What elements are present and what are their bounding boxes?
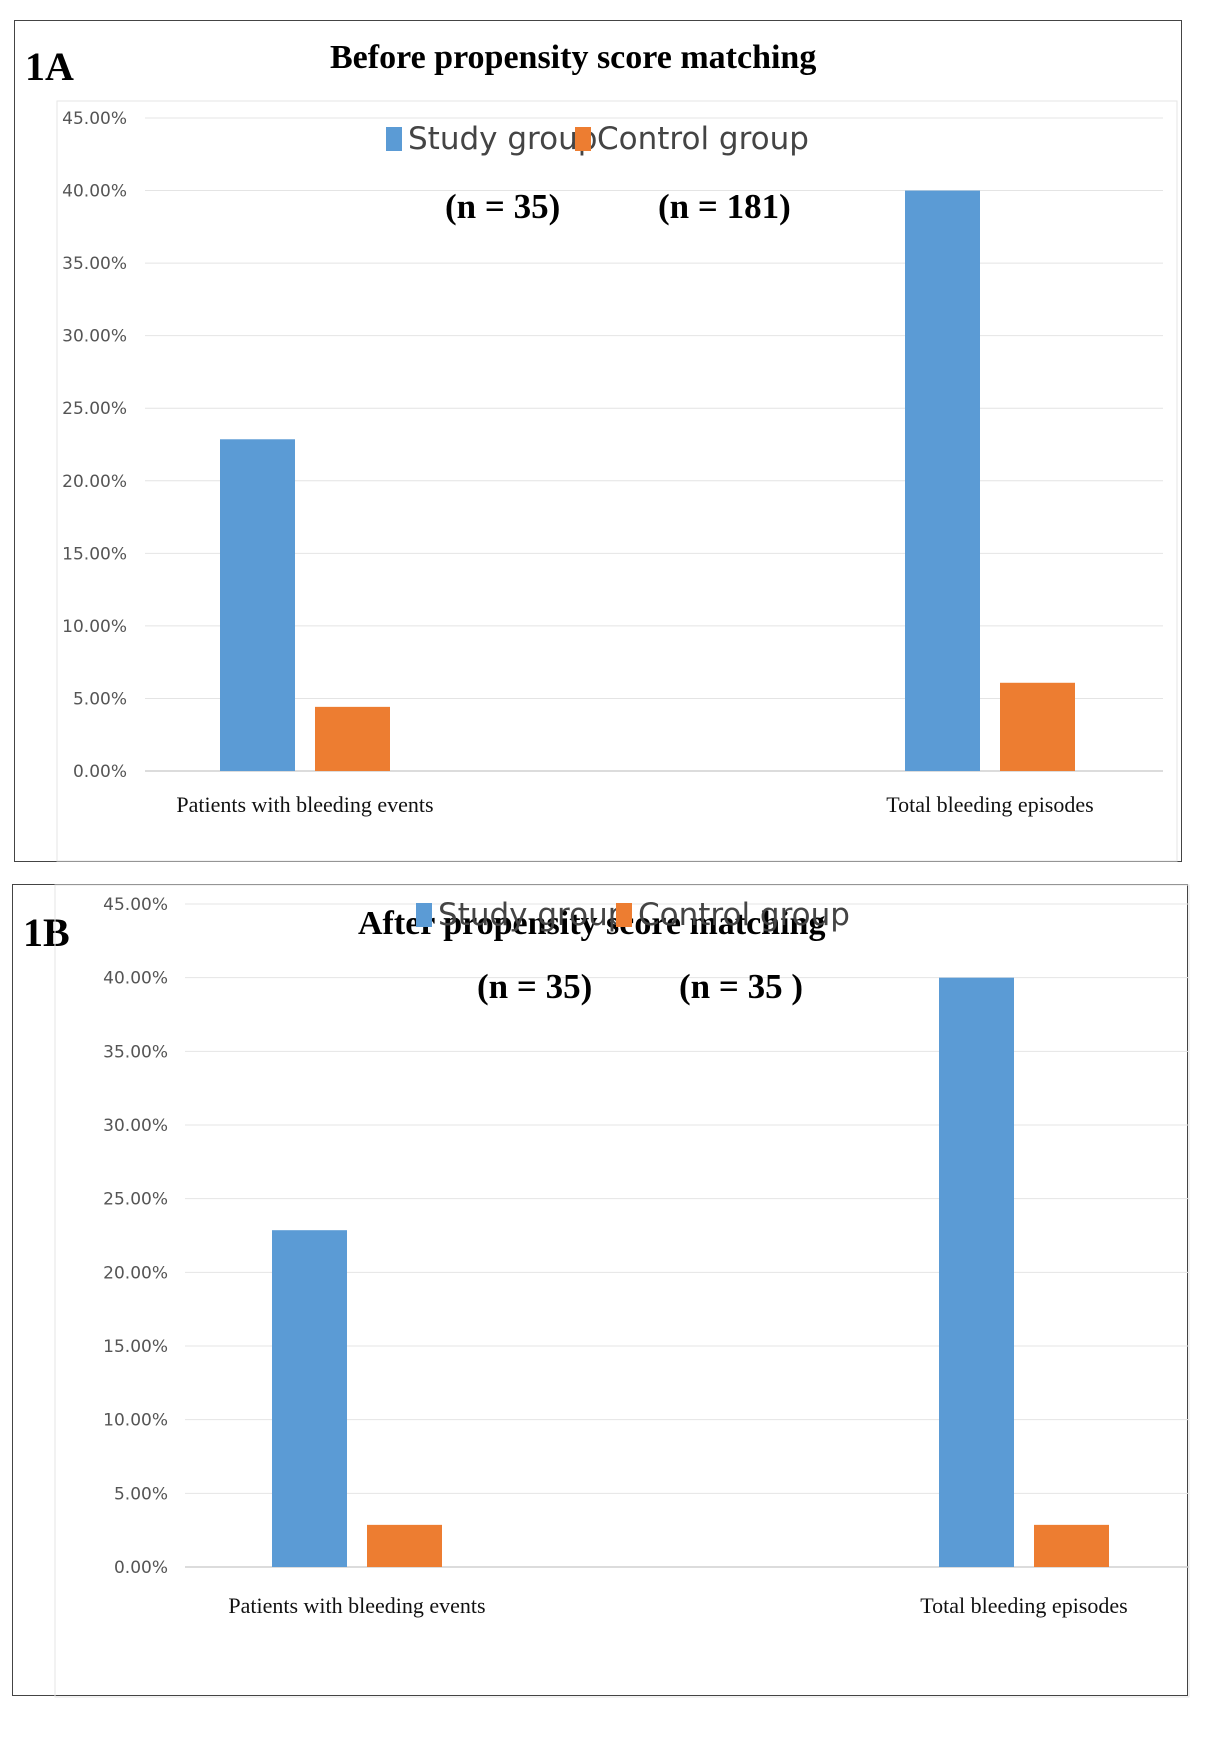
x-category-label: Patients with bleeding events: [228, 1593, 485, 1618]
y-tick-label: 40.00%: [62, 182, 127, 202]
legend-swatch-study: [416, 903, 432, 927]
x-category-label: Total bleeding episodes: [920, 1593, 1127, 1618]
y-tick-label: 0.00%: [73, 762, 127, 782]
y-tick-label: 30.00%: [103, 1116, 168, 1136]
legend-label-control: Control group: [597, 121, 809, 157]
sample-size-label: (n = 35 ): [679, 967, 803, 1006]
y-tick-label: 20.00%: [62, 472, 127, 492]
legend-label-study: Study group: [408, 121, 597, 157]
bar-study-episodes: [939, 977, 1014, 1567]
bar-study-episodes: [905, 190, 980, 772]
legend-label-control: Control group: [638, 897, 850, 933]
y-tick-label: 30.00%: [62, 327, 127, 347]
y-tick-label: 5.00%: [73, 689, 127, 709]
panel-label: 1A: [25, 44, 74, 89]
y-tick-label: 10.00%: [103, 1411, 168, 1431]
y-tick-label: 35.00%: [103, 1042, 168, 1062]
chart-panel-1b: 1B After propensity score matching 0.00%…: [12, 884, 1190, 1698]
bar-study-patients: [220, 439, 295, 771]
bar-chart: 0.00% 5.00% 10.00% 15.00% 20.00% 25.00% 30.00%…: [56, 100, 1178, 862]
chart-title: After propensity score matching: [358, 905, 826, 942]
plot-area: [56, 100, 1178, 862]
plot-area: [54, 884, 1190, 1698]
y-tick-label: 35.00%: [62, 254, 127, 274]
legend-swatch-control: [616, 903, 632, 927]
sample-size-label: (n = 35): [445, 187, 560, 226]
legend-swatch-control: [575, 127, 591, 151]
sample-size-label: (n = 181): [658, 187, 791, 226]
y-tick-label: 15.00%: [62, 544, 127, 564]
bar-chart: 0.00% 5.00% 10.00% 15.00% 20.00% 25.00% 30.00%…: [54, 884, 1190, 1698]
bar-control-patients: [315, 706, 390, 771]
y-tick-label: 20.00%: [103, 1263, 168, 1283]
bar-control-patients: [367, 1524, 442, 1567]
panel-label: 1B: [23, 910, 70, 955]
y-tick-label: 45.00%: [62, 109, 127, 129]
y-tick-label: 25.00%: [62, 399, 127, 419]
legend-label-study: Study group: [438, 897, 627, 933]
chart-title: Before propensity score matching: [330, 39, 817, 76]
y-tick-label: 45.00%: [103, 895, 168, 915]
chart-panel-1a: 1A Before propensity score matching 0.00…: [14, 20, 1182, 862]
y-tick-label: 15.00%: [103, 1337, 168, 1357]
x-category-label: Total bleeding episodes: [886, 792, 1093, 817]
y-tick-label: 10.00%: [62, 617, 127, 637]
y-tick-label: 40.00%: [103, 969, 168, 989]
y-tick-label: 5.00%: [114, 1484, 168, 1504]
y-tick-label: 0.00%: [114, 1558, 168, 1578]
sample-size-label: (n = 35): [477, 967, 592, 1006]
bar-control-episodes: [1034, 1524, 1109, 1567]
bar-control-episodes: [1000, 682, 1075, 771]
x-category-label: Patients with bleeding events: [176, 792, 433, 817]
bar-study-patients: [272, 1230, 347, 1567]
y-tick-label: 25.00%: [103, 1190, 168, 1210]
legend-swatch-study: [386, 127, 402, 151]
